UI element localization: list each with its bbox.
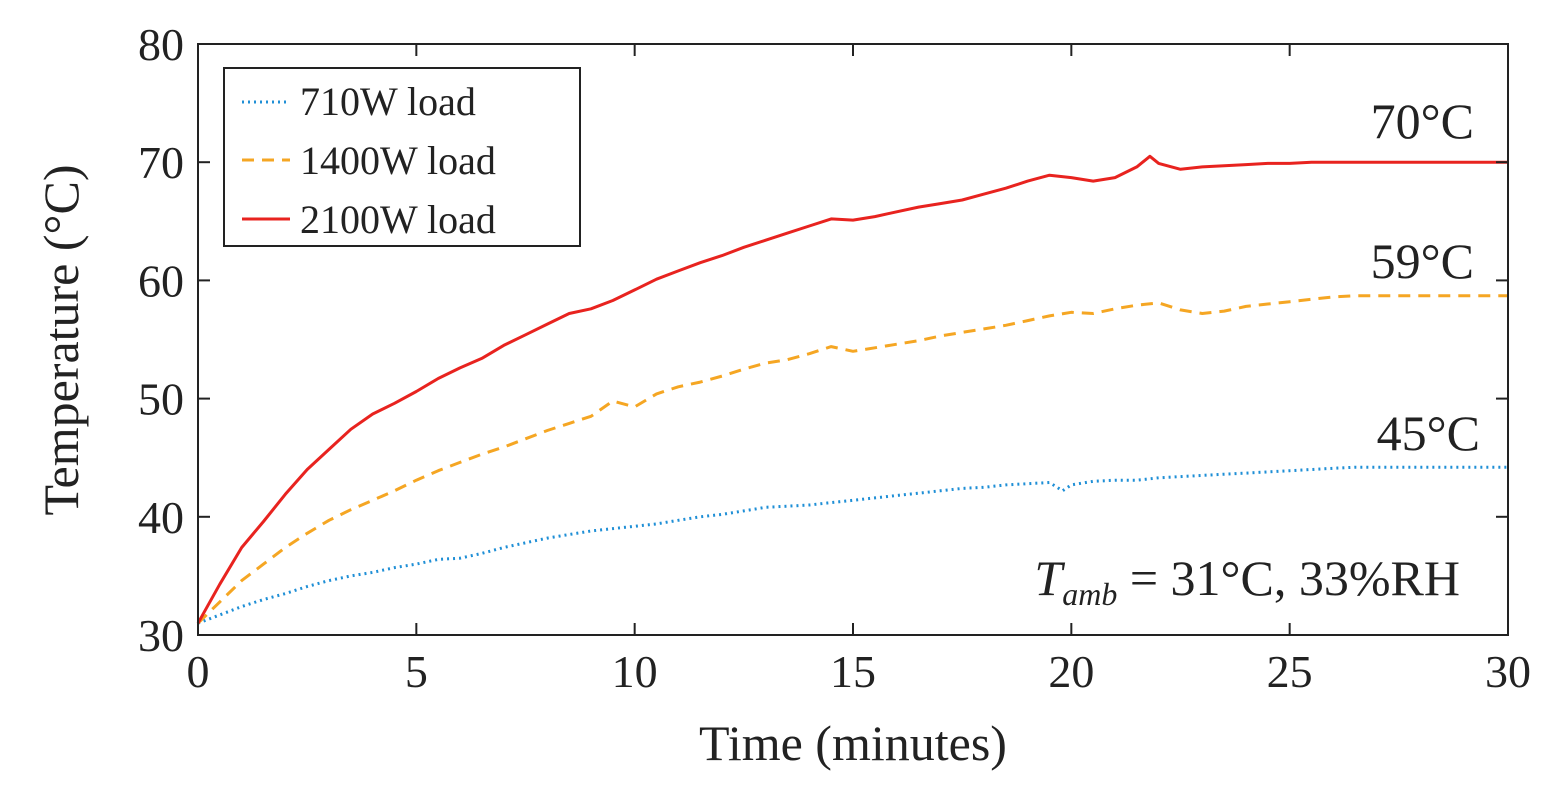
x-tick-label: 0 <box>187 646 210 697</box>
ambient-annotation: Tamb = 31°C, 33%RH <box>1034 550 1460 612</box>
legend-box <box>223 67 581 247</box>
annotation-rest: = 31°C, 33%RH <box>1117 550 1460 606</box>
series-line-2100w-load <box>196 154 1508 624</box>
axis-tick-labels: 0 5 10 15 20 25 30 30 40 50 60 70 80 <box>138 19 1531 697</box>
x-tick-label: 25 <box>1267 646 1313 697</box>
axis-ticks <box>197 43 1509 636</box>
legend: 710W load 1400W load 2100W load <box>223 67 581 247</box>
y-tick-label: 70 <box>138 137 184 188</box>
x-tick-label: 10 <box>612 646 658 697</box>
legend-label-2100w: 2100W load <box>300 197 496 242</box>
end-label-2100w: 70°C <box>1371 93 1474 149</box>
y-tick-label: 80 <box>138 19 184 70</box>
y-tick-label: 30 <box>138 610 184 661</box>
series-line-1400w-load <box>196 294 1508 625</box>
end-label-710w: 45°C <box>1377 405 1480 461</box>
y-axis-title: Temperature (°C) <box>33 164 89 515</box>
y-tick-label: 50 <box>138 374 184 425</box>
x-tick-label: 15 <box>830 646 876 697</box>
x-axis-title: Time (minutes) <box>699 715 1007 771</box>
y-tick-label: 60 <box>138 255 184 306</box>
legend-label-1400w: 1400W load <box>300 138 496 183</box>
x-tick-label: 30 <box>1485 646 1531 697</box>
t-symbol: T <box>1034 550 1065 606</box>
x-tick-label: 5 <box>405 646 428 697</box>
y-tick-label: 40 <box>138 492 184 543</box>
end-label-1400w: 59°C <box>1371 233 1474 289</box>
series-lines <box>196 154 1508 625</box>
legend-label-710w: 710W load <box>300 79 476 124</box>
t-subscript: amb <box>1062 576 1117 612</box>
x-tick-label: 20 <box>1048 646 1094 697</box>
